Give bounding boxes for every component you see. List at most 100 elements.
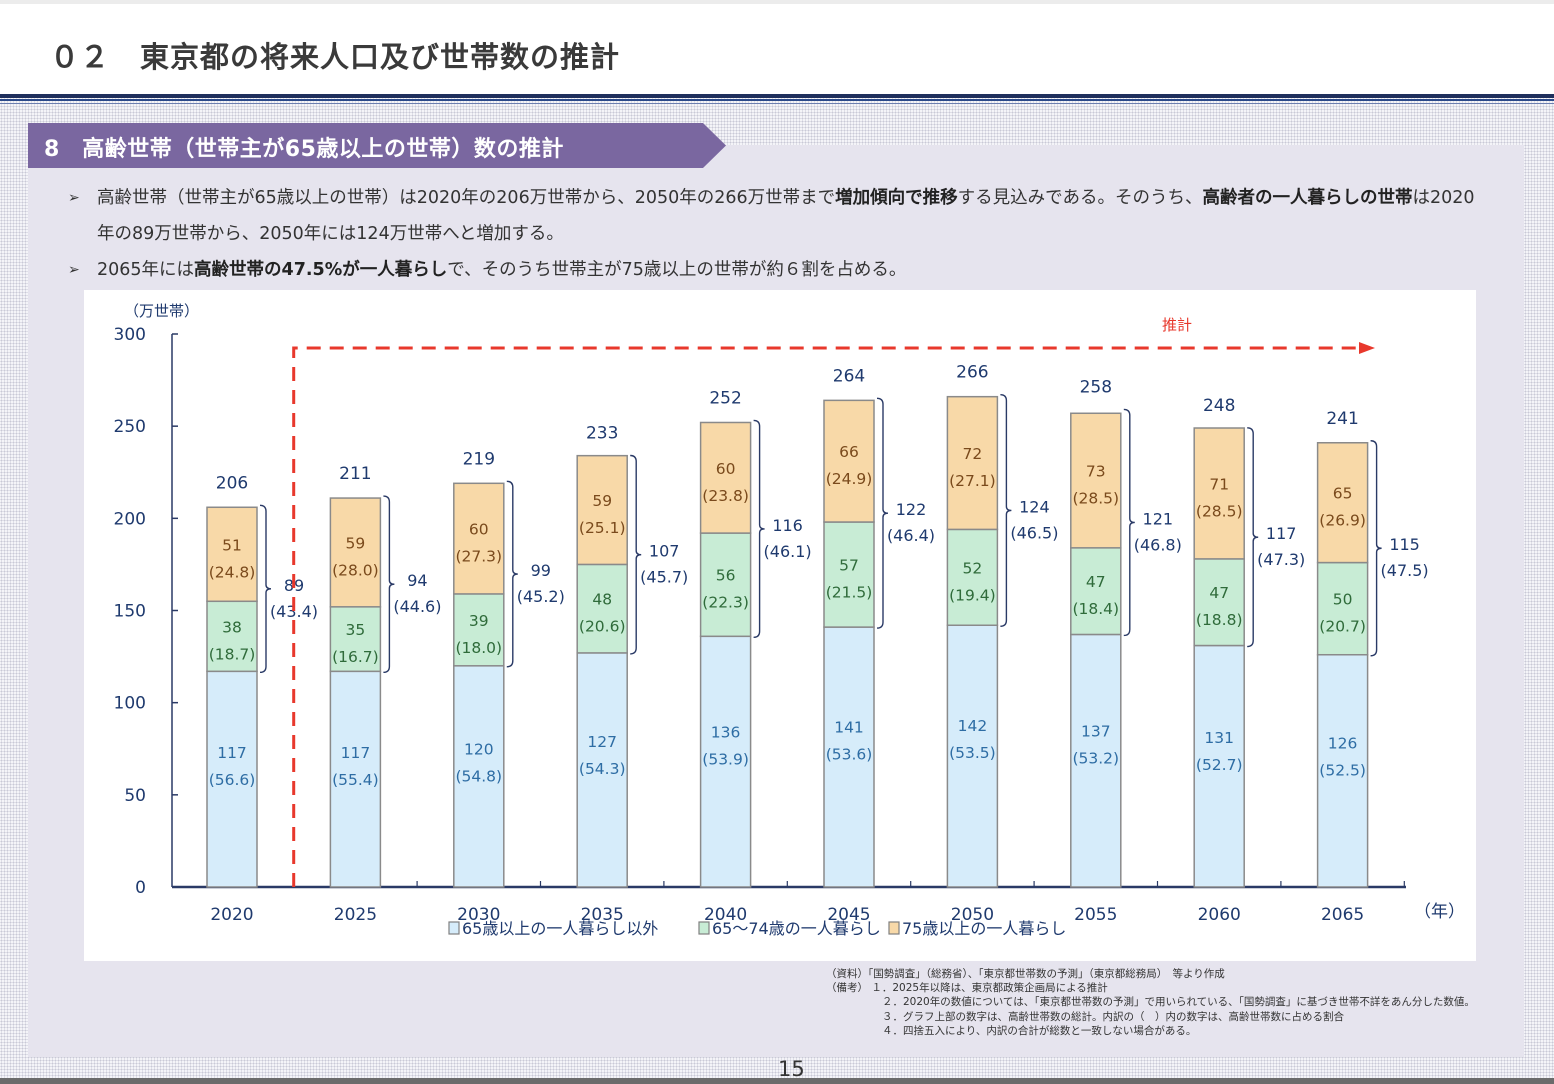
total-value-label: 252 xyxy=(709,388,741,408)
bullet-text: 高齢世帯（世帯主が65歳以上の世帯）は2020年の206万世帯から、2050年の… xyxy=(97,188,1475,244)
segment-value-label: 60 xyxy=(716,460,736,478)
bar-segment-other xyxy=(329,670,382,888)
segment-share-label: (25.1) xyxy=(579,519,626,537)
segment-share-label: (28.5) xyxy=(1196,502,1243,520)
remark-item: ４．四捨五入により、内訳の合計が総数と一致しない場合がある。 xyxy=(882,1024,1197,1037)
y-tick-label: 100 xyxy=(114,694,146,714)
summary-bullet: ➢ 高齢世帯（世帯主が65歳以上の世帯）は2020年の206万世帯から、2050… xyxy=(68,180,1488,252)
remark-item: １．2025年以降は、東京都政策企画局による推計 xyxy=(871,982,1108,995)
bullet-segment: 高齢世帯（世帯主が65歳以上の世帯）は2020年の206万世帯から、2050年の… xyxy=(97,188,836,208)
segment-share-label: (28.0) xyxy=(332,561,379,579)
segment-value-label: 47 xyxy=(1086,573,1106,591)
header-divider-secondary xyxy=(0,99,1554,101)
segment-value-label: 72 xyxy=(963,445,983,463)
segment-share-label: (20.6) xyxy=(579,618,626,636)
segment-value-label: 65 xyxy=(1333,485,1353,503)
segment-value-label: 71 xyxy=(1209,475,1229,493)
section-banner-shape xyxy=(28,123,726,168)
segment-value-label: 117 xyxy=(217,744,247,762)
segment-value-label: 56 xyxy=(716,567,736,585)
section-banner: 8 高齢世帯（世帯主が65歳以上の世帯）数の推計 xyxy=(28,123,728,168)
bar-segment-other xyxy=(206,670,258,888)
bar-segment-65-74-single xyxy=(1316,561,1369,656)
page-title: ０２ 東京都の将来人口及び世帯数の推計 xyxy=(50,40,621,74)
single-living-total-label: 124 xyxy=(1019,497,1050,516)
segment-share-label: (28.5) xyxy=(1072,490,1119,508)
chart-notes: （資料）「国勢調査」（総務省）、「東京都世帯数の予測」（東京都総務局） 等より作… xyxy=(826,967,1475,1038)
total-value-label: 248 xyxy=(1203,396,1235,416)
single-living-bracket xyxy=(630,454,642,655)
segment-value-label: 47 xyxy=(1209,584,1229,602)
segment-share-label: (53.2) xyxy=(1072,750,1119,768)
single-living-total-label: 99 xyxy=(531,561,551,580)
segment-value-label: 66 xyxy=(839,443,859,461)
bar-segment-75plus-single xyxy=(1316,442,1369,564)
segment-value-label: 59 xyxy=(592,492,612,510)
segment-value-label: 142 xyxy=(958,717,988,735)
segment-share-label: (54.3) xyxy=(579,760,626,778)
segment-share-label: (27.1) xyxy=(949,472,996,490)
total-value-label: 266 xyxy=(956,363,988,383)
single-living-total-label: 121 xyxy=(1143,509,1174,528)
remark-item: ２．2020年の数値については、「東京都世帯数の予測」で用いられている、「国勢調… xyxy=(882,996,1475,1009)
bar-segment-75plus-single xyxy=(206,506,258,603)
arrow-right-icon xyxy=(1359,342,1375,354)
legend-swatch xyxy=(698,921,710,935)
total-value-label: 264 xyxy=(833,366,865,386)
segment-share-label: (27.3) xyxy=(455,548,502,566)
arrow-bullet-icon: ➢ xyxy=(68,190,80,206)
single-living-share-label: (47.5) xyxy=(1381,561,1429,580)
bar-segment-65-74-single xyxy=(699,532,752,638)
bar-segment-other xyxy=(823,626,875,888)
segment-value-label: 52 xyxy=(963,559,983,577)
single-living-share-label: (46.4) xyxy=(887,526,935,545)
remark-row: （備考） １．2025年以降は、東京都政策企画局による推計 xyxy=(826,981,1475,995)
segment-share-label: (23.8) xyxy=(702,487,749,505)
single-living-bracket xyxy=(876,397,889,629)
x-tick-label: 2020 xyxy=(210,905,253,925)
bullet-emphasis: 高齢者の一人暮らしの世帯 xyxy=(1202,188,1413,208)
footer-bar xyxy=(0,1078,1554,1084)
bullet-segment: で、そのうち世帯主が75歳以上の世帯が約６割を占める。 xyxy=(447,260,907,280)
single-living-share-label: (46.1) xyxy=(764,542,812,561)
bar-segment-75plus-single xyxy=(1193,427,1245,560)
segment-value-label: 39 xyxy=(469,612,489,630)
arrow-bullet-icon: ➢ xyxy=(68,262,80,278)
bar-segment-other xyxy=(699,635,752,888)
single-living-share-label: (47.3) xyxy=(1257,550,1305,569)
y-tick-label: 250 xyxy=(114,417,146,437)
y-tick-label: 150 xyxy=(114,602,146,622)
segment-share-label: (53.5) xyxy=(949,744,996,762)
page-number: 15 xyxy=(778,1057,805,1081)
bar-segment-other xyxy=(576,652,628,888)
single-living-bracket xyxy=(753,419,765,639)
estimate-dashed-line xyxy=(292,346,1359,887)
bar-segment-75plus-single xyxy=(699,421,752,534)
segment-share-label: (53.9) xyxy=(702,751,749,769)
bullet-segment: 2065年には xyxy=(97,260,195,280)
legend-label: 65～74歳の一人暮らし xyxy=(712,919,881,938)
single-living-share-label: (45.7) xyxy=(640,568,688,587)
bullet-emphasis: 増加傾向で推移 xyxy=(835,188,958,208)
legend-label: 75歳以上の一人暮らし xyxy=(902,919,1066,938)
segment-value-label: 131 xyxy=(1204,729,1234,747)
single-living-bracket xyxy=(1000,393,1012,627)
segment-share-label: (54.8) xyxy=(455,768,502,786)
single-living-share-label: (46.5) xyxy=(1010,523,1058,542)
segment-value-label: 35 xyxy=(346,621,366,639)
segment-share-label: (18.0) xyxy=(455,639,502,657)
bar-segment-75plus-single xyxy=(576,454,628,566)
bar-segment-other xyxy=(1316,653,1369,888)
estimate-label: 推計 xyxy=(1162,316,1192,334)
y-tick-label: 200 xyxy=(114,509,146,529)
chart-container: （万世帯） 0 50 100 150 200 250 300 （年） 117 (56.6) 38 (18… xyxy=(84,290,1476,961)
bullet-segment: する見込みである。そのうち、 xyxy=(957,188,1203,208)
x-tick-label: 2050 xyxy=(951,905,994,925)
x-tick-label: 2025 xyxy=(334,905,377,925)
segment-share-label: (24.8) xyxy=(209,563,256,581)
x-tick-label: 2055 xyxy=(1074,905,1117,925)
section-title: 8 高齢世帯（世帯主が65歳以上の世帯）数の推計 xyxy=(44,137,564,162)
summary-bullets: ➢ 高齢世帯（世帯主が65歳以上の世帯）は2020年の206万世帯から、2050… xyxy=(68,180,1488,288)
header-bar: ０２ 東京都の将来人口及び世帯数の推計 xyxy=(0,0,1554,94)
y-tick-label: 0 xyxy=(135,878,146,898)
